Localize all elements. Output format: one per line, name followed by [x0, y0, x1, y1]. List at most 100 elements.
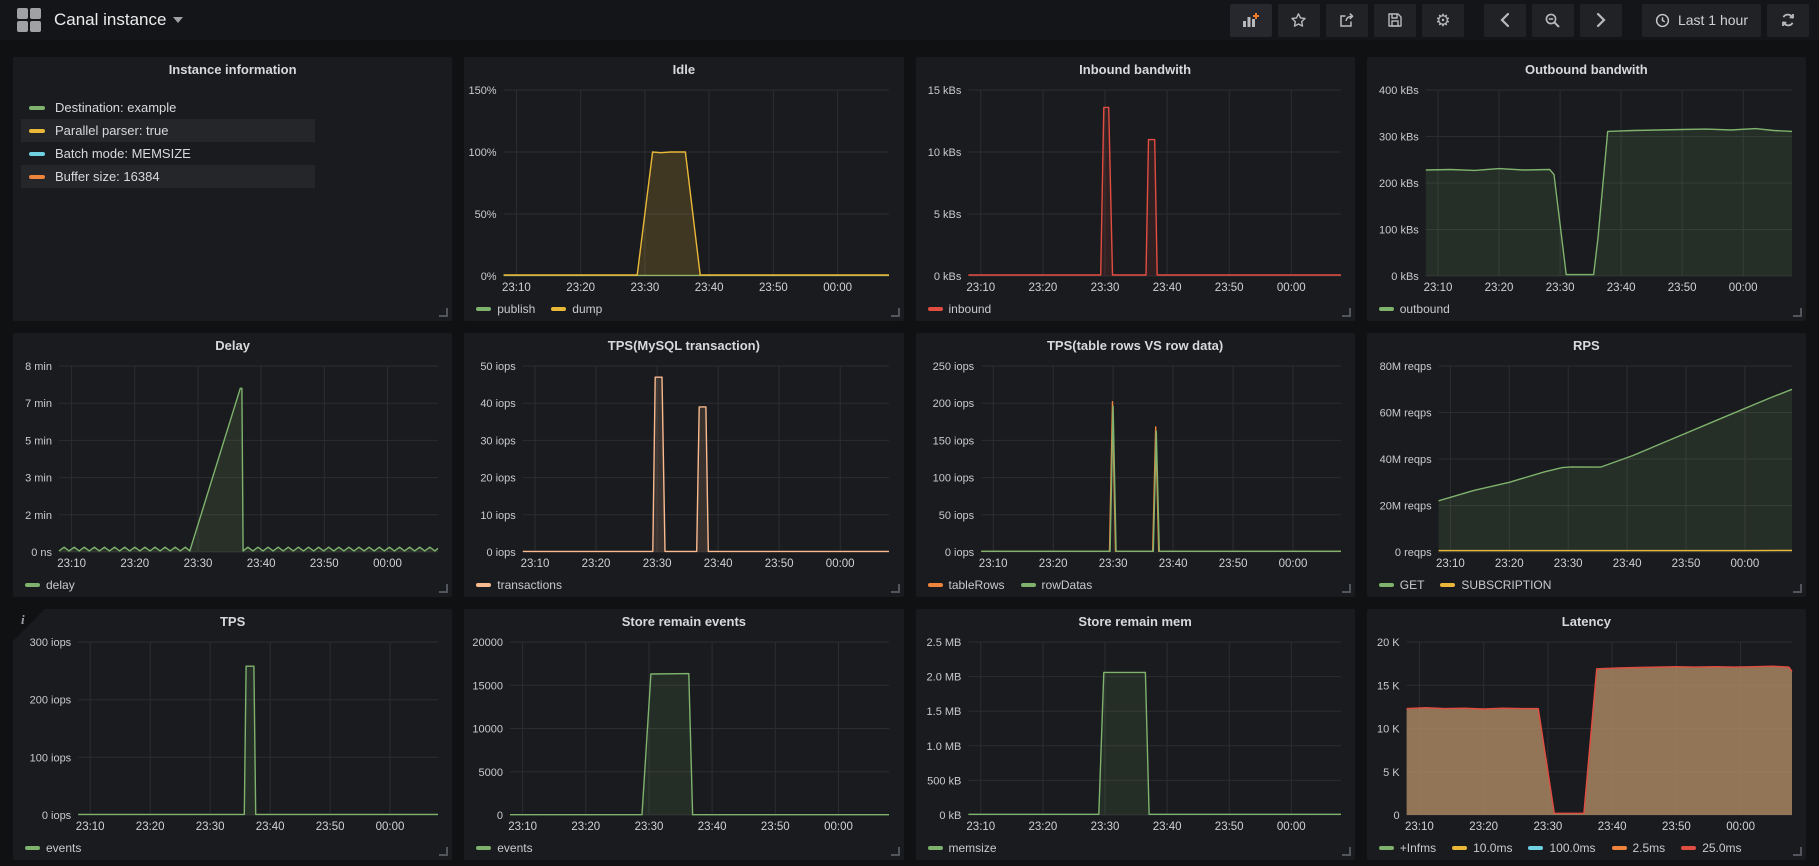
svg-text:400 kBs: 400 kBs [1379, 85, 1419, 97]
svg-text:23:30: 23:30 [631, 282, 660, 294]
legend-label: publish [497, 301, 536, 316]
resize-handle[interactable] [439, 308, 449, 317]
time-range-button[interactable]: Last 1 hour [1641, 3, 1761, 37]
svg-text:23:30: 23:30 [1098, 558, 1127, 570]
resize-handle[interactable] [1793, 847, 1802, 856]
panel-title[interactable]: Idle [672, 62, 696, 77]
svg-text:23:40: 23:40 [247, 558, 276, 570]
panel-title[interactable]: TPS(MySQL transaction) [607, 338, 760, 353]
svg-text:23:50: 23:50 [765, 558, 794, 570]
star-button[interactable] [1277, 3, 1320, 37]
panel-title[interactable]: Latency [1561, 614, 1611, 629]
settings-button[interactable]: ⚙ [1421, 3, 1464, 37]
svg-text:300 iops: 300 iops [30, 637, 72, 649]
legend-item-SUBSCRIPTION[interactable]: SUBSCRIPTION [1440, 578, 1551, 592]
resize-handle[interactable] [439, 847, 449, 856]
svg-text:0 ns: 0 ns [31, 547, 52, 559]
time-back-button[interactable] [1483, 3, 1526, 37]
svg-text:23:20: 23:20 [1484, 282, 1513, 294]
idle-chart-area[interactable]: 0% 50% 100% 150% 23:10 23:20 23:30 23:40 23:50 00… [464, 82, 903, 296]
delay-chart-area[interactable]: 0 ns 2 min 3 min 5 min 7 min 8 min 23:10 23:20 2… [13, 358, 452, 572]
resize-handle[interactable] [890, 584, 900, 593]
svg-text:23:40: 23:40 [1612, 558, 1641, 570]
resize-handle[interactable] [890, 308, 900, 317]
legend-item-10.0ms[interactable]: 10.0ms [1452, 841, 1512, 855]
svg-text:23:20: 23:20 [582, 558, 611, 570]
legend-item-events[interactable]: events [476, 841, 533, 855]
legend: outbound [1367, 296, 1806, 321]
store-remain-events-chart-area[interactable]: 0 5000 10000 15000 20000 23:10 23:20 23:30 23:40… [464, 634, 903, 835]
legend-color-dash [476, 306, 492, 311]
resize-handle[interactable] [439, 584, 449, 593]
refresh-button[interactable] [1767, 3, 1809, 37]
tps-chart-area[interactable]: 0 iops 100 iops 200 iops 300 iops 23:10 23:20… [13, 634, 452, 835]
share-button[interactable] [1325, 3, 1368, 37]
legend-item-dump[interactable]: dump [551, 302, 602, 316]
legend-item-+Infms[interactable]: +Infms [1378, 840, 1437, 855]
svg-text:23:10: 23:10 [1405, 821, 1434, 833]
latency-chart-area[interactable]: 0 5 K 10 K 15 K 20 K 23:10 23:20 23:30 23:40 23:5… [1367, 634, 1806, 835]
svg-text:23:10: 23:10 [508, 821, 537, 833]
panel-title[interactable]: Store remain events [621, 614, 747, 629]
dashboard-title[interactable]: Canal instance [54, 10, 167, 29]
legend-label: rowDatas [1041, 577, 1093, 592]
add-panel-button[interactable] [1229, 3, 1272, 37]
panel-title[interactable]: RPS [1573, 338, 1600, 353]
legend-item-rowDatas[interactable]: rowDatas [1020, 577, 1093, 592]
time-forward-button[interactable] [1579, 3, 1622, 37]
legend-item-2.5ms[interactable]: 2.5ms [1611, 841, 1665, 855]
grafana-logo-icon[interactable] [16, 7, 42, 33]
panel-title[interactable]: Delay [215, 338, 250, 353]
legend-label: +Infms [1399, 840, 1437, 855]
legend-item-memsize[interactable]: memsize [927, 841, 997, 855]
svg-text:20 iops: 20 iops [481, 473, 517, 485]
info-item-label: Destination: example [55, 100, 177, 115]
panel-title[interactable]: Instance information [168, 62, 297, 77]
panel-tps: i TPS 0 iops 100 iops 200 iops 300 iops 23:1… [13, 609, 453, 860]
zoom-out-button[interactable] [1531, 3, 1574, 37]
inbound-bandwith-chart-area[interactable]: 0 kBs 5 kBs 10 kBs 15 kBs 23:10 23:20 23:30 23:… [916, 82, 1355, 296]
legend-color-dash [25, 845, 40, 850]
legend-color-dash [1528, 845, 1544, 850]
legend-item-publish[interactable]: publish [476, 302, 535, 316]
svg-text:0: 0 [1393, 810, 1399, 822]
svg-text:23:30: 23:30 [1090, 282, 1119, 294]
save-button[interactable] [1373, 3, 1416, 37]
svg-text:23:50: 23:50 [1214, 282, 1243, 294]
legend-item-25.0ms[interactable]: 25.0ms [1681, 841, 1742, 855]
legend-item-delay[interactable]: delay [25, 578, 75, 592]
legend-item-inbound[interactable]: inbound [927, 302, 991, 316]
resize-handle[interactable] [1341, 584, 1351, 593]
svg-text:40M reqps: 40M reqps [1379, 454, 1431, 466]
svg-text:10000: 10000 [473, 724, 504, 736]
legend-item-transactions[interactable]: transactions [476, 578, 562, 592]
resize-handle[interactable] [1793, 584, 1802, 593]
svg-text:00:00: 00:00 [824, 821, 853, 833]
legend-item-events[interactable]: events [25, 841, 81, 855]
resize-handle[interactable] [890, 847, 900, 856]
panel-title[interactable]: Store remain mem [1078, 614, 1192, 629]
legend-item-outbound[interactable]: outbound [1378, 302, 1450, 316]
panel-title[interactable]: Outbound bandwith [1525, 62, 1648, 77]
dashboard-dropdown-caret-icon[interactable] [173, 17, 184, 23]
rps-chart-area[interactable]: 0 reqps 20M reqps 40M reqps 60M reqps 80M re… [1367, 358, 1806, 572]
save-icon [1388, 13, 1402, 27]
legend-color-dash [1020, 582, 1036, 587]
panel-title[interactable]: Inbound bandwith [1079, 62, 1192, 77]
svg-text:15 kBs: 15 kBs [927, 85, 961, 97]
resize-handle[interactable] [1341, 847, 1351, 856]
legend-item-100.0ms[interactable]: 100.0ms [1528, 841, 1596, 855]
outbound-bandwith-chart-area[interactable]: 0 kBs 100 kBs 200 kBs 300 kBs 400 kBs 23:10 23… [1367, 82, 1806, 296]
panel-idle: Idle 0% 50% 100% 150% 23:10 23:20 23:30 23:40 23… [464, 57, 904, 321]
tps-mysql-chart-area[interactable]: 0 iops 10 iops 20 iops 30 iops 40 iops 50 iop… [464, 358, 903, 572]
panel-title[interactable]: TPS(table rows VS row data) [1046, 338, 1224, 353]
panel-title[interactable]: TPS [219, 614, 246, 629]
resize-handle[interactable] [1793, 308, 1802, 317]
time-range-label: Last 1 hour [1677, 12, 1748, 28]
legend-item-GET[interactable]: GET [1378, 578, 1424, 592]
tps-rows-chart-area[interactable]: 0 iops 50 iops 100 iops 150 iops 200 iops 250… [916, 358, 1355, 572]
legend-item-tableRows[interactable]: tableRows [927, 578, 1005, 592]
store-remain-mem-chart-area[interactable]: 0 kB 500 kB 1.0 MB 1.5 MB 2.0 MB 2.5 MB 23:10 2… [916, 634, 1355, 835]
svg-text:23:30: 23:30 [1533, 821, 1562, 833]
resize-handle[interactable] [1341, 308, 1351, 317]
